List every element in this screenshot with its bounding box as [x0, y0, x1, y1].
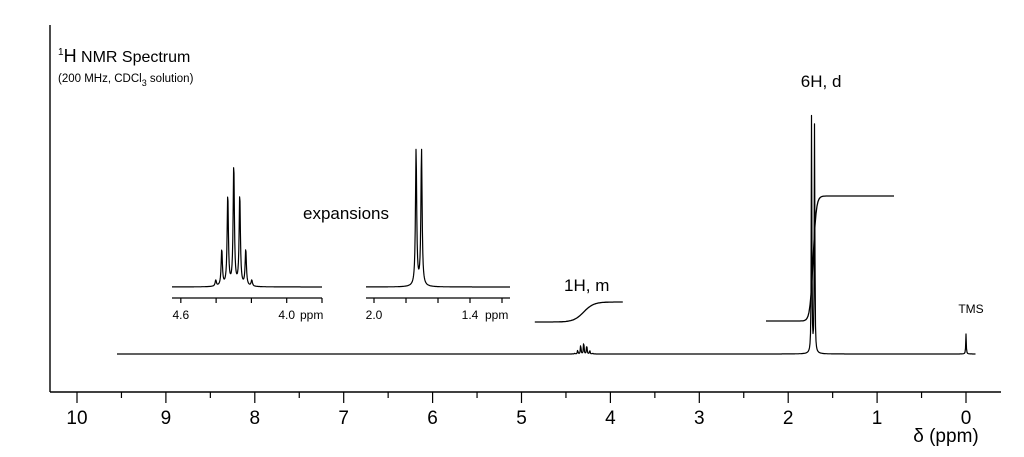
- inset-tick-label: 4.0: [278, 308, 295, 322]
- chart-subtitle: (200 MHz, CDCl3 solution): [58, 73, 194, 88]
- x-tick-label: 2: [783, 408, 794, 429]
- x-tick-label: 1: [872, 408, 883, 429]
- expansion-inset-methyl: 2.0 1.4 ppm: [365, 148, 511, 322]
- inset-unit-label: ppm: [485, 308, 508, 322]
- inset-tick-label: 2.0: [366, 308, 383, 322]
- inset-unit-label: ppm: [300, 308, 323, 322]
- inset-trace: [171, 167, 323, 288]
- inset-trace: [365, 148, 511, 288]
- peak-label-6h-d: 6H, d: [801, 72, 842, 91]
- x-tick-label: 5: [516, 408, 527, 429]
- chart-title: 1H NMR Spectrum: [58, 46, 190, 66]
- integral-curve-methyl: [766, 195, 894, 322]
- inset-tick-label: 4.6: [172, 308, 189, 322]
- x-tick-label: 3: [694, 408, 705, 429]
- expansion-inset-methine: 4.6 4.0 ppm: [171, 167, 323, 322]
- integral-curve-methine: [534, 301, 623, 323]
- spectrum-trace: [116, 114, 976, 355]
- x-tick-label: 6: [427, 408, 438, 429]
- x-tick-label: 9: [161, 408, 172, 429]
- peak-label-tms: TMS: [958, 302, 983, 316]
- x-tick-label: 7: [338, 408, 349, 429]
- x-axis-ticks: 10 9 8 7 6 5 4 3 2 1 0: [66, 392, 971, 429]
- x-tick-label: 10: [66, 408, 87, 429]
- inset-tick-label: 1.4: [462, 308, 479, 322]
- x-axis-label: δ (ppm): [913, 426, 978, 447]
- x-tick-label: 0: [961, 408, 972, 429]
- x-tick-label: 8: [250, 408, 261, 429]
- expansions-label: expansions: [303, 204, 389, 223]
- peak-label-1h-m: 1H, m: [564, 276, 609, 295]
- x-tick-label: 4: [605, 408, 616, 429]
